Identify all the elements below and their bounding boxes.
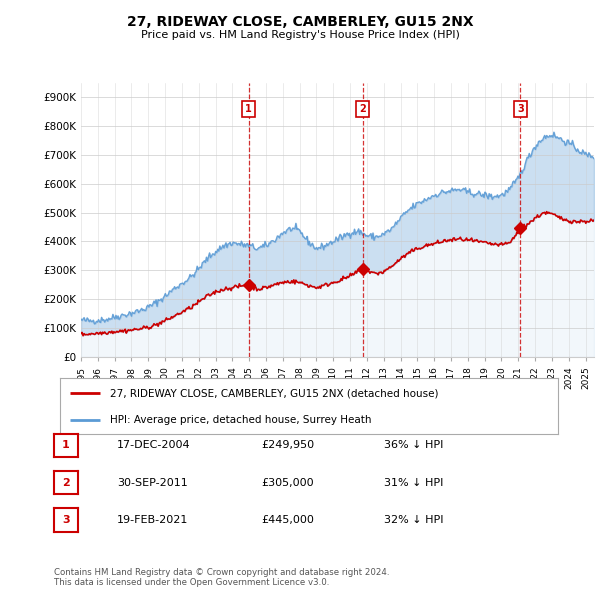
Text: 1: 1 bbox=[62, 441, 70, 450]
Text: £305,000: £305,000 bbox=[261, 478, 314, 487]
Text: 27, RIDEWAY CLOSE, CAMBERLEY, GU15 2NX: 27, RIDEWAY CLOSE, CAMBERLEY, GU15 2NX bbox=[127, 15, 473, 29]
Text: 3: 3 bbox=[517, 104, 524, 114]
Text: £249,950: £249,950 bbox=[261, 441, 314, 450]
Text: 1: 1 bbox=[245, 104, 252, 114]
Text: 31% ↓ HPI: 31% ↓ HPI bbox=[384, 478, 443, 487]
Text: £445,000: £445,000 bbox=[261, 515, 314, 525]
Text: Price paid vs. HM Land Registry's House Price Index (HPI): Price paid vs. HM Land Registry's House … bbox=[140, 30, 460, 40]
Text: 2: 2 bbox=[359, 104, 366, 114]
Text: HPI: Average price, detached house, Surrey Heath: HPI: Average price, detached house, Surr… bbox=[110, 415, 371, 425]
Text: Contains HM Land Registry data © Crown copyright and database right 2024.
This d: Contains HM Land Registry data © Crown c… bbox=[54, 568, 389, 587]
Text: 17-DEC-2004: 17-DEC-2004 bbox=[117, 441, 191, 450]
Text: 19-FEB-2021: 19-FEB-2021 bbox=[117, 515, 188, 525]
Text: 30-SEP-2011: 30-SEP-2011 bbox=[117, 478, 188, 487]
Text: 32% ↓ HPI: 32% ↓ HPI bbox=[384, 515, 443, 525]
Text: 2: 2 bbox=[62, 478, 70, 487]
Text: 27, RIDEWAY CLOSE, CAMBERLEY, GU15 2NX (detached house): 27, RIDEWAY CLOSE, CAMBERLEY, GU15 2NX (… bbox=[110, 388, 438, 398]
Text: 3: 3 bbox=[62, 515, 70, 525]
Text: 36% ↓ HPI: 36% ↓ HPI bbox=[384, 441, 443, 450]
